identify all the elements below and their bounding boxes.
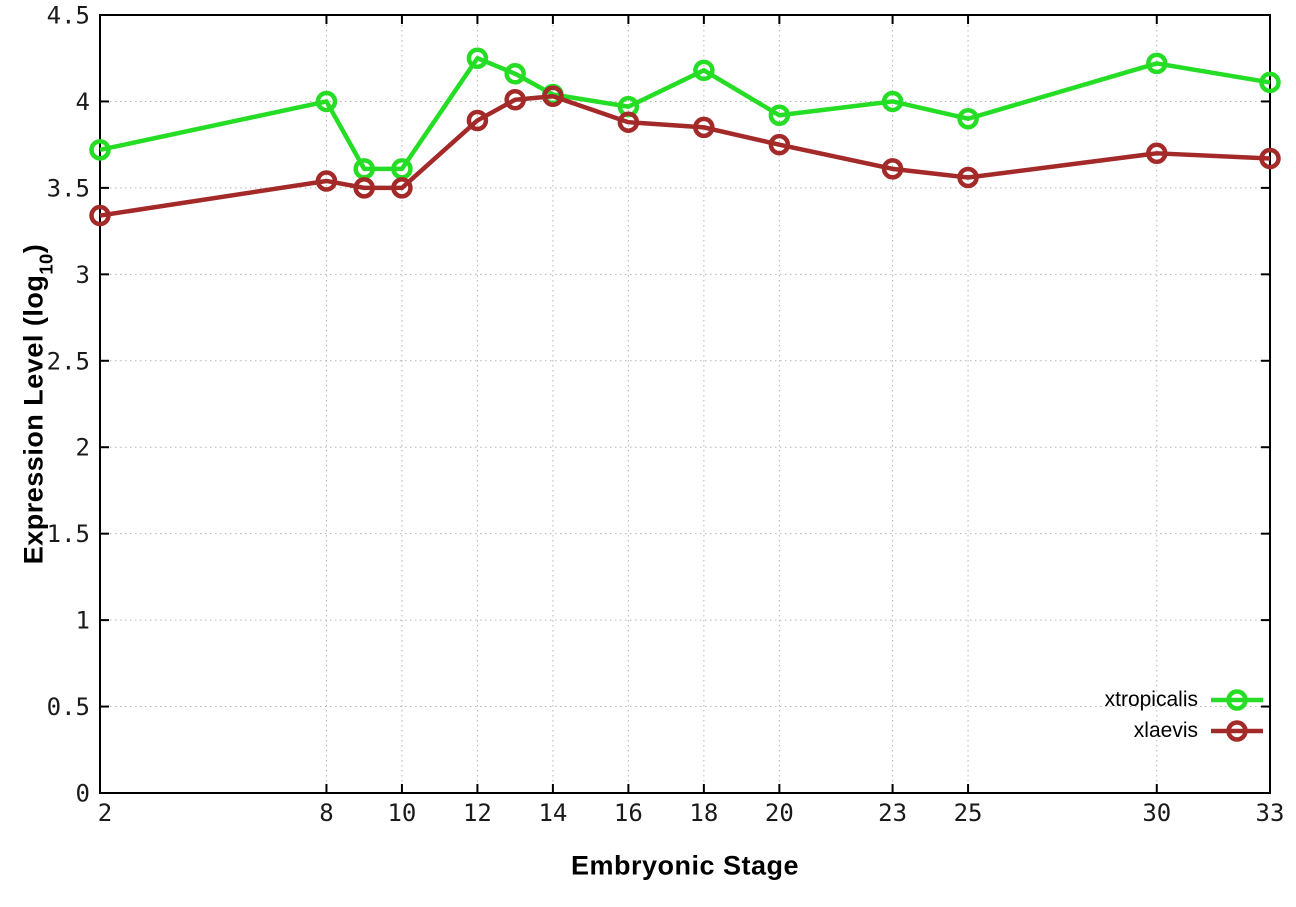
data-point-xlaevis [1146,142,1168,165]
y-axis-title-subscript: 10 [35,253,57,275]
legend-label-xtropicalis: xtropicalis [1104,687,1198,711]
x-tick-label: 33 [1256,799,1285,827]
series-line-xtropicalis [99,55,1271,172]
data-point-xlaevis [391,177,413,199]
data-point-xlaevis [957,166,979,189]
series-xlaevis [89,85,1281,227]
data-point-xtropicalis [466,47,489,69]
data-point-xlaevis [768,133,791,156]
legend-label-xlaevis: xlaevis [1133,718,1198,742]
x-axis-title: Embryonic Stage [570,850,800,881]
y-tick-label: 2.5 [47,347,90,375]
legend-item-xtropicalis: xtropicalis [1105,685,1266,714]
data-point-xlaevis [1259,147,1281,170]
legend: xtropicalis xlaevis [1105,685,1266,745]
y-tick-label: 0.5 [47,693,90,721]
data-point-xlaevis [315,170,338,192]
x-tick-label: 10 [387,799,416,827]
x-tick-label: 2 [98,799,112,827]
data-point-xlaevis [504,88,526,111]
legend-marker-xtropicalis [1211,688,1263,711]
y-tick-label: 2 [76,434,90,462]
y-axis-title-suffix: ) [18,243,49,254]
series-xtropicalis [89,47,1281,180]
data-point-xtropicalis [1259,71,1281,94]
x-tick-label: 20 [765,799,794,827]
data-point-xtropicalis [957,107,979,130]
x-tick-label: 30 [1142,799,1171,827]
x-tick-label: 16 [614,799,643,827]
data-point-xlaevis [353,177,375,199]
data-point-xlaevis [466,109,489,132]
x-tick-label: 12 [463,799,492,827]
x-tick-labels: 2 8 10 12 14 16 18 20 23 25 30 33 [98,799,1285,827]
y-axis-title: Expression Level (log10) [18,243,56,565]
x-tick-label: 18 [689,799,718,827]
x-tick-label: 25 [954,799,983,827]
legend-marker-xlaevis [1211,719,1263,742]
data-point-xlaevis [881,158,904,180]
y-tick-label: 0 [76,780,90,808]
legend-item-xlaevis: xlaevis [1105,716,1266,745]
y-tick-label: 3 [76,261,90,289]
data-point-xlaevis [542,85,564,108]
data-point-xtropicalis [881,90,904,113]
data-point-xtropicalis [768,104,791,127]
data-point-xtropicalis [1146,52,1168,75]
tick-marks [99,14,1271,794]
data-point-xlaevis [89,204,111,227]
x-tick-label: 14 [538,799,567,827]
y-tick-label: 4 [76,88,90,116]
x-tick-label: 23 [878,799,907,827]
data-point-xtropicalis [504,63,526,85]
data-point-xlaevis [693,116,715,139]
y-tick-label: 3.5 [47,174,90,202]
x-tick-label: 8 [319,799,333,827]
y-tick-label: 1.5 [47,520,90,548]
y-tick-labels: 0 0.5 1 1.5 2 2.5 3 3.5 4 4.5 [47,2,90,808]
y-tick-label: 1 [76,607,90,635]
data-point-xtropicalis [315,90,338,113]
data-point-xtropicalis [693,59,715,82]
y-tick-label: 4.5 [47,2,90,30]
plot-border [99,14,1271,794]
data-point-xtropicalis [89,139,111,161]
gridlines [99,14,1271,794]
y-axis-title-text: Expression Level (log [18,274,49,565]
data-point-xlaevis [617,111,640,133]
